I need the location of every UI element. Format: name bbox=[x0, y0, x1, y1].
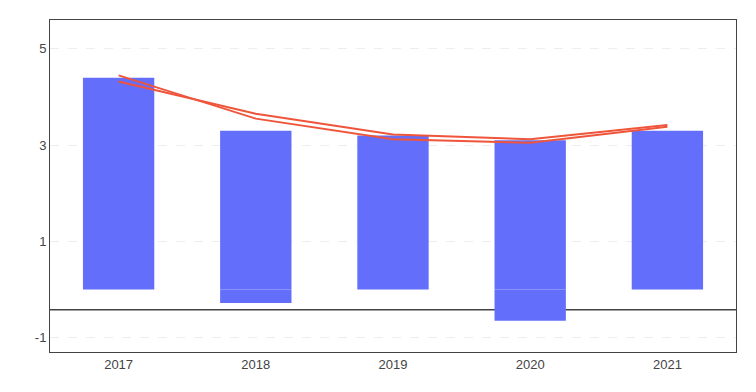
svg-text:5: 5 bbox=[39, 41, 46, 56]
svg-text:3: 3 bbox=[39, 138, 46, 153]
svg-text:2019: 2019 bbox=[379, 357, 408, 372]
svg-text:-1: -1 bbox=[35, 330, 47, 345]
svg-text:2018: 2018 bbox=[241, 357, 270, 372]
svg-text:2021: 2021 bbox=[653, 357, 682, 372]
svg-text:2020: 2020 bbox=[516, 357, 545, 372]
svg-text:2017: 2017 bbox=[104, 357, 133, 372]
svg-text:1: 1 bbox=[39, 234, 46, 249]
